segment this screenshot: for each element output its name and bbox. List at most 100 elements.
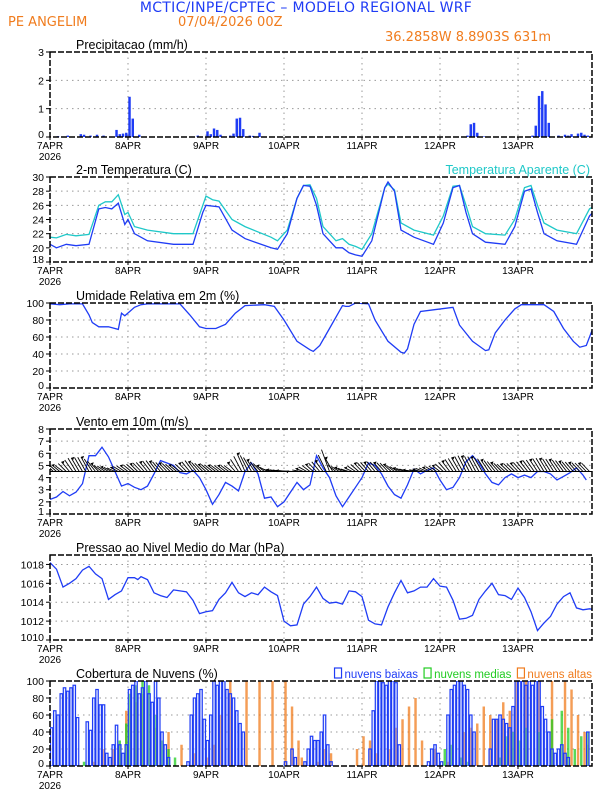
bar-nuvens-altas	[284, 681, 287, 766]
bar-nuvens-baixas	[397, 744, 402, 766]
wind-arrow-head	[402, 468, 406, 472]
wind-arrow-head	[207, 464, 211, 468]
wind-arrow	[77, 457, 87, 472]
y-tick-label: 20	[32, 744, 44, 756]
bar-nuvens-baixas	[387, 681, 392, 766]
wind-arrow-head	[110, 466, 114, 470]
wind-arrow-head	[510, 462, 513, 465]
bar-nuvens-baixas	[140, 687, 145, 766]
wind-arrow-head	[71, 456, 75, 460]
y-tick-label: 2	[38, 75, 44, 87]
x-tick-label: 13APR	[502, 266, 534, 277]
wind-arrow	[178, 462, 187, 472]
wind-arrow	[409, 469, 418, 472]
y-tick-label: 22	[32, 229, 44, 241]
bar-nuvens-medias	[82, 761, 86, 766]
wind-arrow-head	[490, 461, 494, 465]
bar-nuvens-baixas	[52, 710, 57, 766]
panel-frame	[49, 680, 593, 767]
wind-arrow	[405, 469, 415, 472]
wind-arrow-head	[188, 460, 192, 464]
wind-arrow	[61, 461, 70, 472]
bar-nuvens-baixas	[189, 714, 194, 766]
bar-nuvens-baixas	[533, 681, 538, 766]
x-tick-label: 8APR	[115, 518, 141, 529]
coordinates-label: 36.2858W 8.8903S 631m	[385, 30, 552, 45]
bar-nuvens-baixas	[449, 688, 454, 766]
wind-arrow	[571, 462, 581, 472]
bar-nuvens-baixas	[117, 744, 122, 766]
wind-arrow	[132, 462, 142, 472]
x-tick-label: 13APR	[502, 770, 534, 781]
wind-arrow	[327, 465, 337, 472]
bar-nuvens-baixas	[371, 710, 376, 766]
bar-nuvens-medias	[580, 736, 583, 766]
wind-arrow	[558, 460, 568, 472]
y-tick-label: 100	[26, 676, 44, 688]
wind-arrow	[516, 461, 525, 472]
wind-arrow	[460, 455, 470, 472]
bar-nuvens-altas	[245, 681, 248, 766]
bar-nuvens-baixas	[429, 748, 434, 766]
legend-label: nuvens medias	[434, 669, 512, 681]
bar-nuvens-baixas	[309, 735, 314, 766]
wind-arrow	[269, 469, 278, 472]
bar-nuvens-altas	[515, 681, 518, 766]
bar-nuvens-baixas	[368, 748, 372, 766]
bar-nuvens-altas	[300, 757, 303, 766]
bar-nuvens-baixas	[88, 729, 93, 766]
wind-arrow-head	[51, 463, 55, 467]
x-tick-label: 7APR	[37, 392, 63, 403]
wind-arrow-head	[61, 460, 65, 464]
wind-arrow-head	[139, 460, 143, 464]
wind-arrow	[577, 462, 587, 472]
bar-nuvens-medias	[173, 757, 177, 766]
wind-arrow	[331, 465, 340, 472]
bar-nuvens-medias	[134, 685, 138, 766]
panel-frame	[49, 51, 593, 138]
wind-arrow	[441, 460, 451, 472]
bar-precip	[476, 132, 479, 137]
bar-precip	[563, 134, 567, 137]
bar-nuvens-baixas	[150, 701, 155, 766]
y-tick-label: 60	[32, 710, 44, 722]
bar-precip	[66, 135, 69, 137]
bar-nuvens-baixas	[160, 731, 164, 766]
wind-arrow	[467, 456, 477, 472]
bar-nuvens-medias	[154, 715, 157, 766]
bar-nuvens-baixas	[498, 714, 502, 766]
wind-arrow	[386, 465, 395, 472]
wind-arrow	[347, 465, 356, 472]
bar-nuvens-altas	[212, 744, 216, 766]
bar-precip	[469, 124, 472, 137]
bar-nuvens-medias	[147, 685, 151, 766]
bar-nuvens-medias	[118, 740, 121, 766]
x-year-label: 2026	[39, 529, 62, 540]
bar-nuvens-medias	[524, 727, 528, 766]
wind-arrow-head	[373, 461, 377, 465]
bar-nuvens-altas	[401, 719, 404, 766]
wind-arrow	[389, 466, 398, 472]
bar-nuvens-altas	[329, 753, 333, 766]
wind-arrow-head	[100, 465, 104, 469]
panel-frame	[49, 554, 593, 641]
panel-3: 0 20 40 60 80 100 7APR 8APR 9APR 10APR 11APR 12APR 1…	[26, 289, 593, 414]
x-tick-label: 7APR	[37, 141, 63, 152]
bar-nuvens-altas	[469, 727, 472, 766]
bar-nuvens-medias	[518, 740, 521, 766]
bar-nuvens-baixas	[517, 681, 522, 766]
wind-arrow	[106, 467, 116, 472]
wind-arrow	[126, 463, 135, 472]
wind-arrow	[194, 462, 204, 472]
bar-nuvens-altas	[502, 702, 505, 766]
wind-arrow-head	[422, 466, 426, 470]
location-label: PE ANGELIM	[8, 15, 88, 30]
wind-arrow-head	[383, 463, 387, 467]
bar-nuvens-baixas	[156, 697, 161, 766]
wind-arrow	[249, 461, 259, 472]
bar-precip	[128, 96, 131, 137]
wind-arrow-head	[90, 462, 94, 466]
wind-arrow	[444, 459, 454, 472]
bar-nuvens-baixas	[186, 761, 190, 766]
bar-nuvens-baixas	[472, 731, 476, 766]
